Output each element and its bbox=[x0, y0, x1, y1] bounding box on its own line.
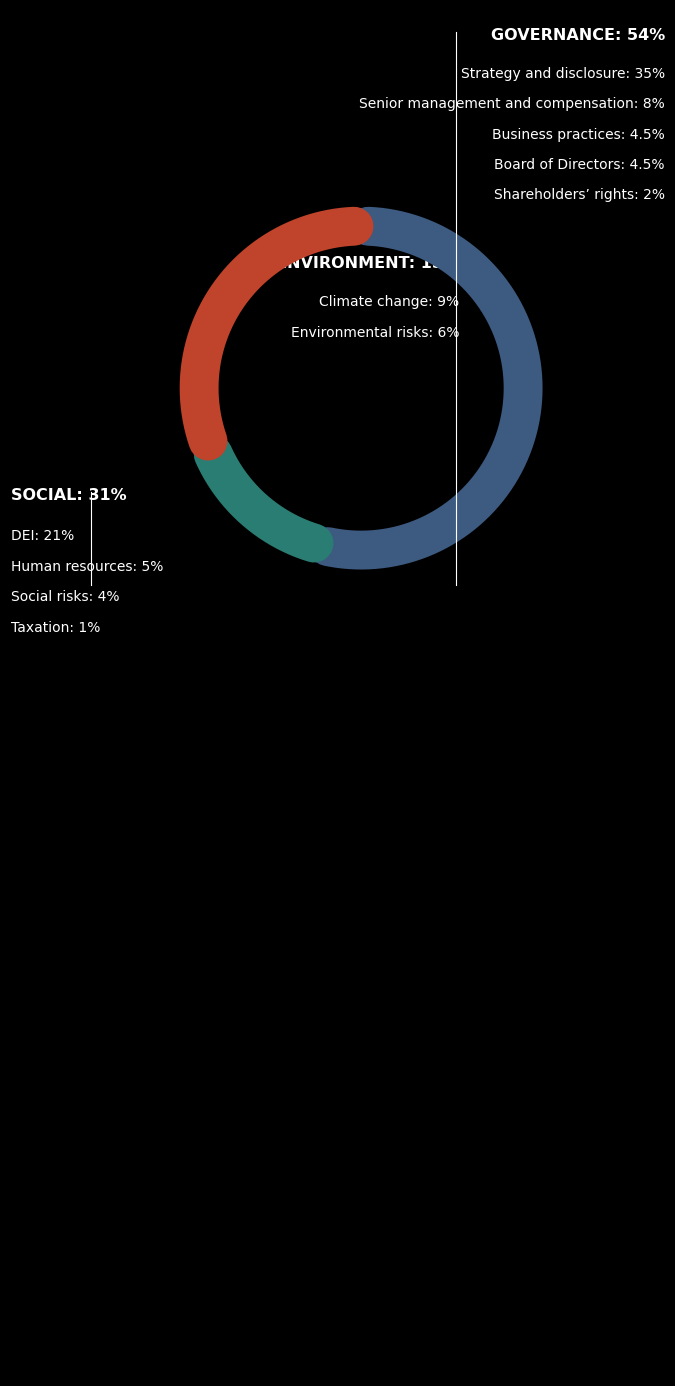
Text: Strategy and disclosure: 35%: Strategy and disclosure: 35% bbox=[461, 67, 665, 80]
Text: Social risks: 4%: Social risks: 4% bbox=[11, 590, 119, 604]
Text: Human resources: 5%: Human resources: 5% bbox=[11, 560, 163, 574]
Text: DEI: 21%: DEI: 21% bbox=[11, 529, 74, 543]
Text: Senior management and compensation: 8%: Senior management and compensation: 8% bbox=[359, 97, 665, 111]
Text: ENVIRONMENT: 15%: ENVIRONMENT: 15% bbox=[276, 256, 459, 272]
Text: Business practices: 4.5%: Business practices: 4.5% bbox=[492, 128, 665, 141]
Text: Taxation: 1%: Taxation: 1% bbox=[11, 621, 100, 635]
Text: Board of Directors: 4.5%: Board of Directors: 4.5% bbox=[494, 158, 665, 172]
Text: Climate change: 9%: Climate change: 9% bbox=[319, 295, 459, 309]
Text: Shareholders’ rights: 2%: Shareholders’ rights: 2% bbox=[494, 188, 665, 202]
Text: Environmental risks: 6%: Environmental risks: 6% bbox=[290, 326, 459, 340]
Text: SOCIAL: 31%: SOCIAL: 31% bbox=[11, 488, 126, 503]
Text: GOVERNANCE: 54%: GOVERNANCE: 54% bbox=[491, 28, 665, 43]
